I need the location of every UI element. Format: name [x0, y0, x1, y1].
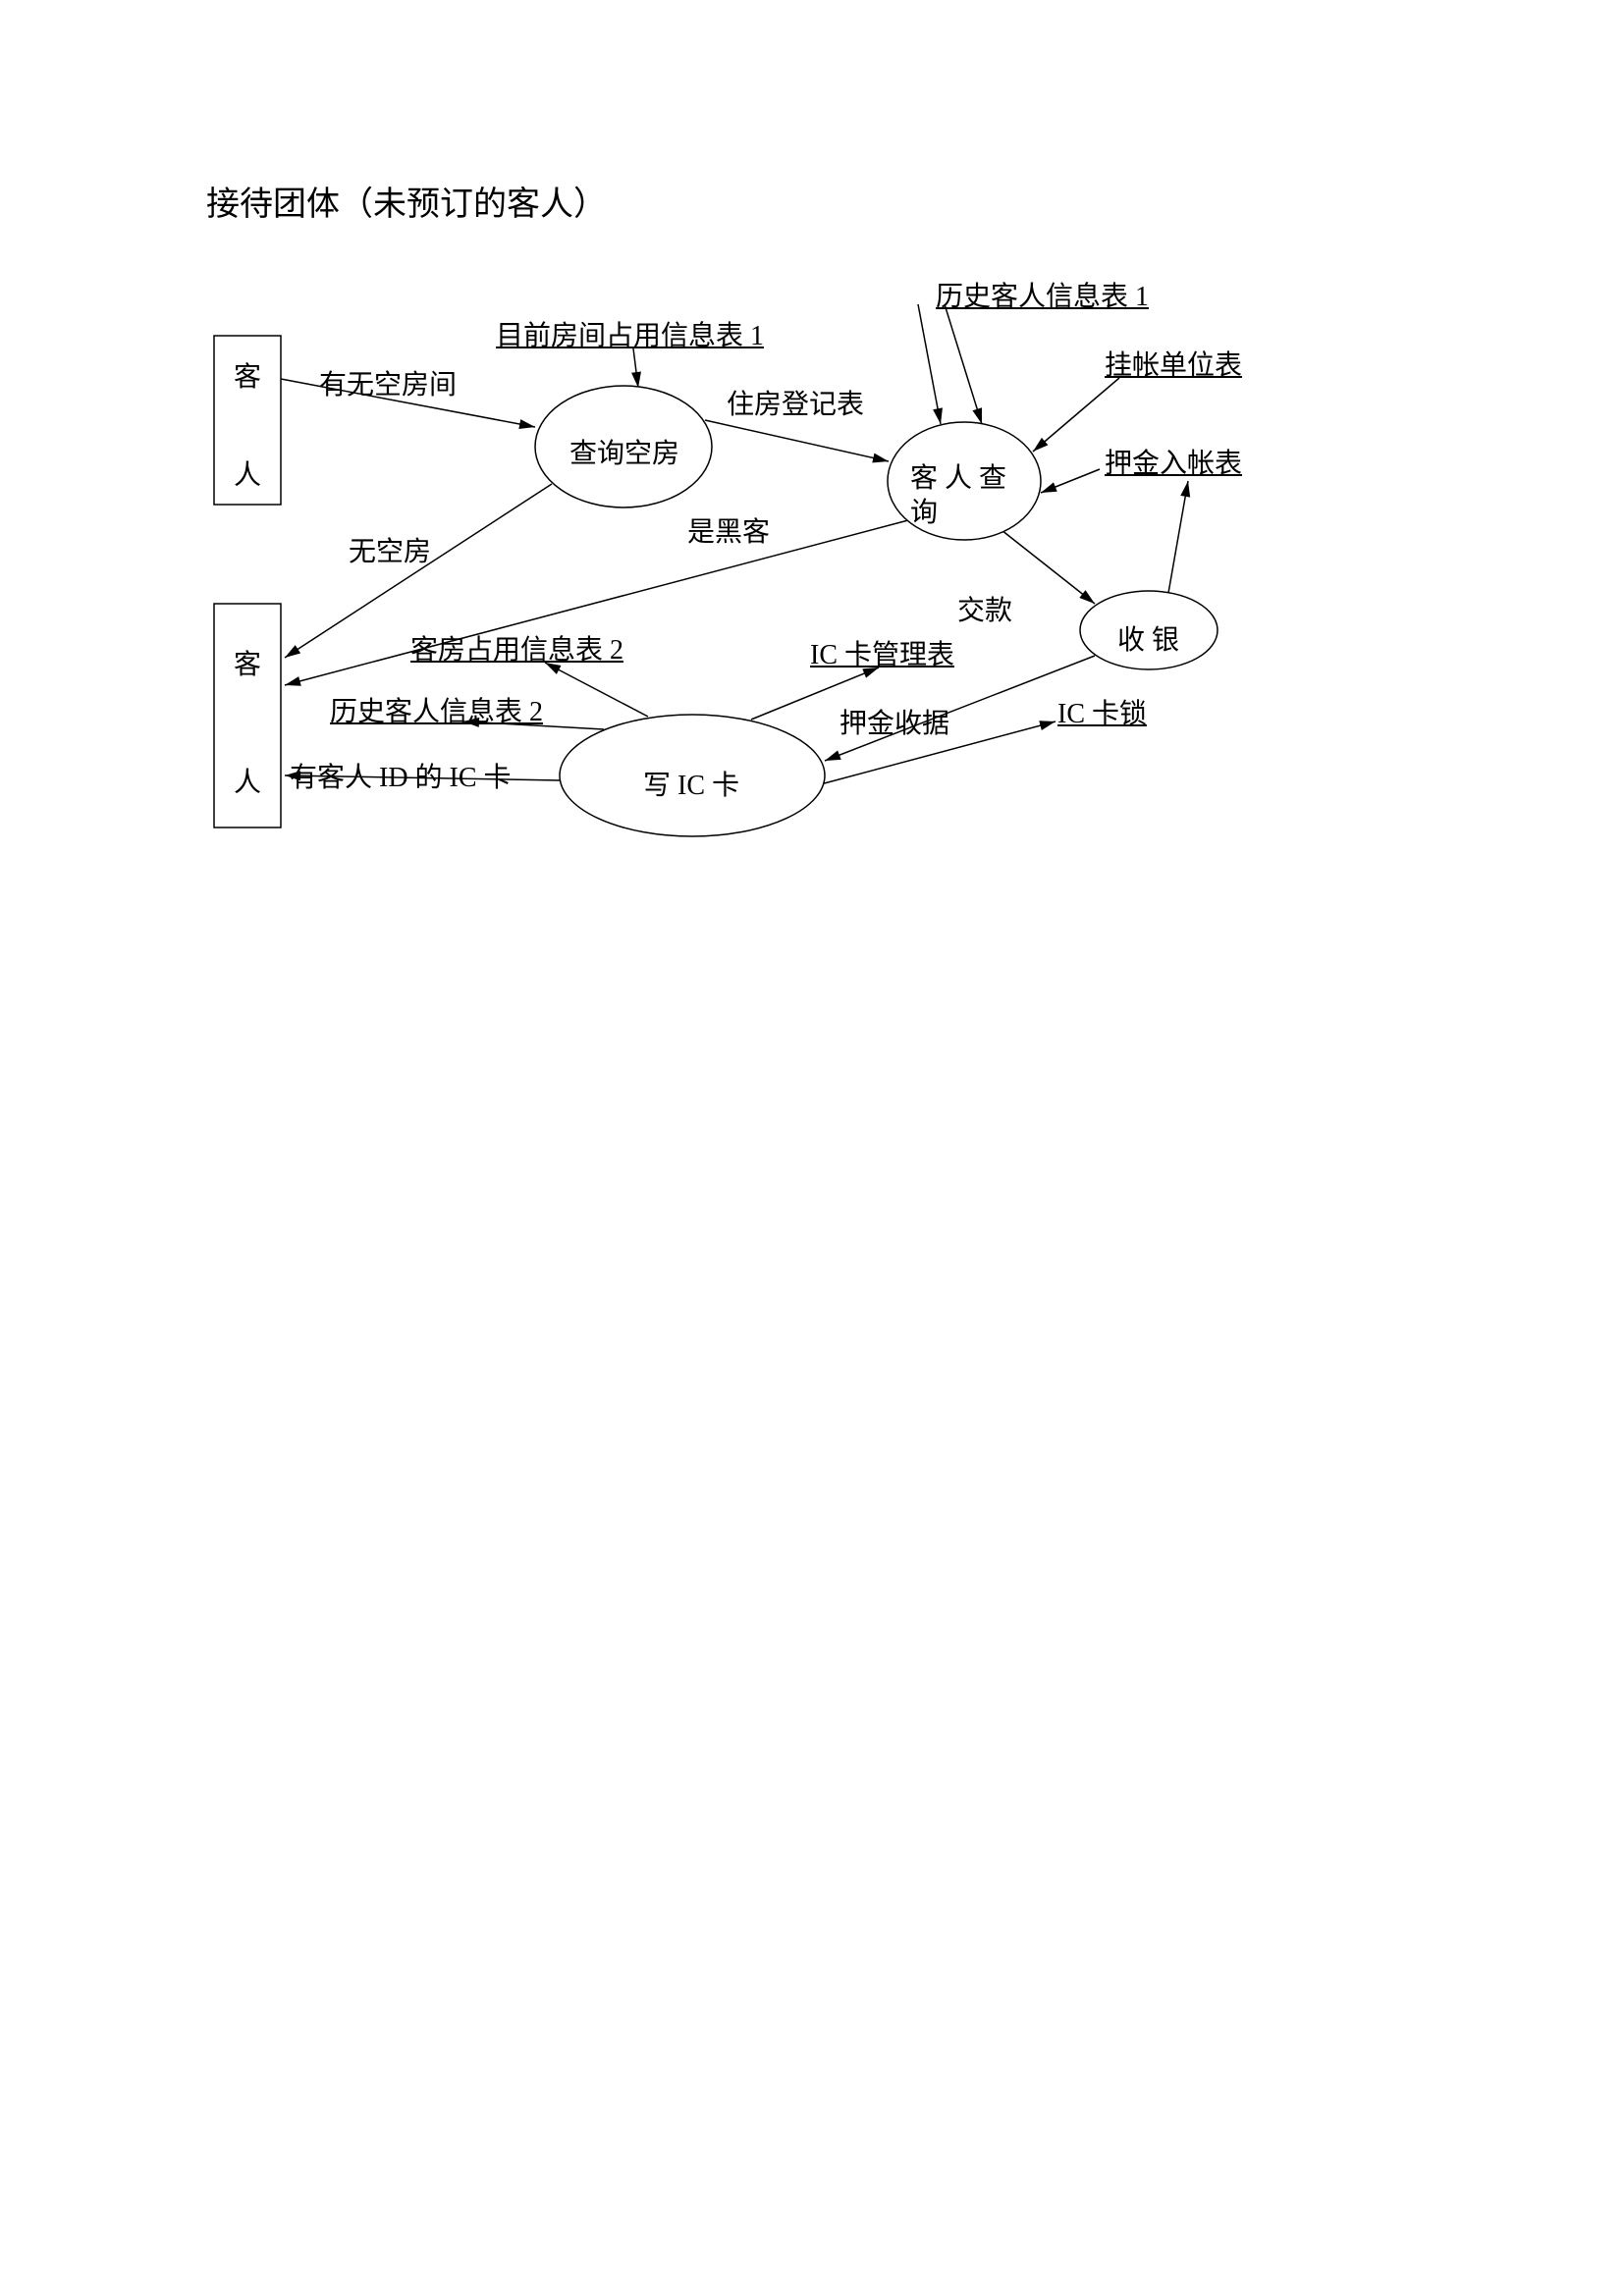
edge-label-is_hacker: 是黑客: [687, 510, 770, 550]
datastore-credit_unit: 挂帐单位表: [1105, 344, 1242, 383]
datastore-deposit_in: 押金入帐表: [1105, 442, 1242, 481]
edge-label-ic_with_id: 有客人 ID 的 IC 卡: [290, 756, 512, 795]
datastore-hist1: 历史客人信息表 1: [936, 275, 1149, 314]
edge-label-pay: 交款: [957, 589, 1012, 628]
process-label-guest_query: 客 人 查: [910, 456, 1006, 496]
entity-label-guest2: 人: [234, 761, 261, 800]
datastore-ic_lock: IC 卡锁: [1057, 692, 1147, 731]
edge-label-reg_form: 住房登记表: [727, 383, 864, 422]
entity-label-guest1: 人: [234, 454, 261, 493]
diagram-page: 接待团体（未预订的客人） 客人客人查询空房客 人 查询收 银写 IC 卡目前房间…: [0, 0, 1624, 2296]
datastore-hist2: 历史客人信息表 2: [330, 690, 543, 729]
edge-label-has_vacancy: 有无空房间: [319, 363, 457, 402]
process-label-query_room: 查询空房: [569, 432, 679, 471]
entity-label-guest2: 客: [234, 643, 261, 682]
datastore-ic_manage: IC 卡管理表: [810, 633, 954, 672]
process-label-guest_query: 询: [910, 491, 938, 530]
edge-label-no_vacancy: 无空房: [349, 530, 431, 569]
datastore-room_occ2: 客房占用信息表 2: [410, 628, 623, 667]
datastore-room_occ1: 目前房间占用信息表 1: [496, 314, 764, 353]
entity-label-guest1: 客: [234, 355, 261, 395]
diagram-svg: [0, 0, 1624, 2296]
edge-label-deposit_receipt: 押金收据: [839, 702, 949, 741]
process-label-cashier: 收 银: [1117, 618, 1179, 658]
process-label-write_ic: 写 IC 卡: [643, 764, 739, 803]
